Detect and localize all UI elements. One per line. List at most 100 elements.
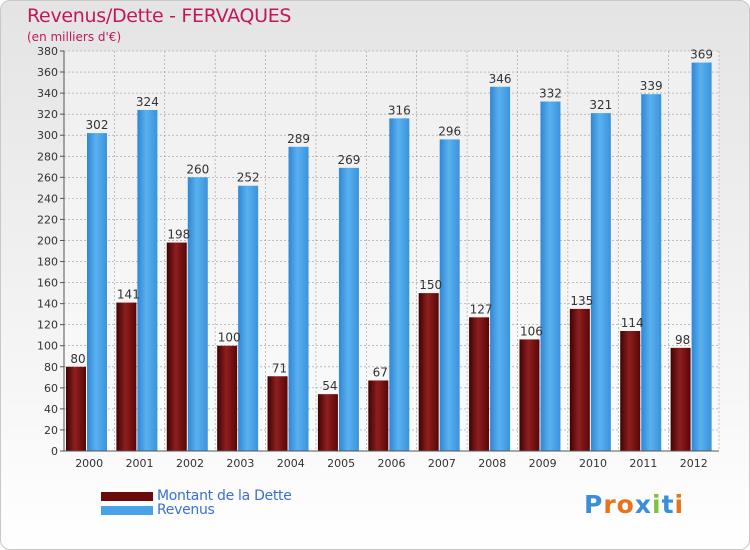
data-label-debt: 54 — [322, 379, 337, 393]
bar-debt — [217, 345, 238, 451]
data-label-revenue: 289 — [287, 132, 310, 146]
data-label-debt: 80 — [70, 352, 85, 366]
bar-revenue — [590, 113, 611, 452]
bar-debt — [166, 242, 187, 451]
y-tick-label: 300 — [37, 129, 58, 142]
logo-letter: i — [674, 490, 685, 519]
bar-debt — [116, 302, 137, 451]
x-tick-label: 2009 — [529, 457, 557, 470]
y-tick-label: 60 — [44, 382, 58, 395]
bar-revenue — [238, 185, 259, 451]
data-label-debt: 67 — [373, 365, 388, 379]
x-tick-label: 2000 — [75, 457, 103, 470]
bar-revenue — [187, 177, 208, 451]
y-tick-label: 200 — [37, 234, 58, 247]
data-label-revenue: 296 — [438, 124, 461, 138]
labels-layer: 80 302 141 324 198 260 100 252 71 289 54 269 67 316 15… — [70, 48, 713, 394]
data-label-revenue: 269 — [337, 153, 360, 167]
data-label-revenue: 260 — [186, 162, 209, 176]
data-label-revenue: 369 — [690, 48, 713, 62]
data-label-revenue: 321 — [589, 98, 612, 112]
x-tick-label: 2011 — [629, 457, 657, 470]
bar-debt — [519, 339, 540, 451]
bar-debt — [368, 380, 389, 451]
y-tick-label: 20 — [44, 424, 58, 437]
x-tick-label: 2010 — [579, 457, 607, 470]
data-label-revenue: 316 — [388, 103, 411, 117]
legend-swatch-debt — [101, 491, 153, 501]
legend-item-debt: Montant de la Dette — [101, 488, 292, 504]
y-tick-label: 380 — [37, 45, 58, 58]
chart-title: Revenus/Dette - FERVAQUES — [27, 5, 292, 27]
bar-debt — [569, 308, 590, 451]
proxiti-logo: Proxiti — [584, 490, 684, 519]
y-tick-label: 80 — [44, 361, 58, 374]
bar-debt — [670, 347, 691, 451]
logo-letter: i — [652, 490, 662, 519]
x-tick-label: 2012 — [680, 457, 708, 470]
logo-letter: P — [584, 490, 604, 519]
bar-debt — [620, 331, 641, 451]
y-tick-label: 180 — [37, 256, 58, 269]
data-label-debt: 150 — [419, 278, 442, 292]
y-tick-label: 360 — [37, 66, 58, 79]
data-label-debt: 135 — [570, 294, 593, 308]
y-tick-label: 340 — [37, 87, 58, 100]
logo-letter: r — [603, 490, 617, 519]
y-tick-label: 260 — [37, 171, 58, 184]
legend-label-debt: Montant de la Dette — [157, 488, 292, 504]
axis-layer: 0 20 40 60 80 100 120 140 160 180 200 220 240 260 280 3… — [37, 45, 719, 470]
y-tick-label: 280 — [37, 150, 58, 163]
bar-debt — [317, 394, 338, 451]
bar-revenue — [87, 133, 107, 451]
x-tick-label: 2008 — [478, 457, 506, 470]
y-tick-label: 0 — [51, 445, 58, 458]
data-label-revenue: 324 — [136, 95, 159, 109]
logo-letter: o — [616, 490, 635, 519]
logo-letter: t — [661, 490, 675, 519]
data-label-revenue: 339 — [640, 79, 663, 93]
bar-revenue — [540, 101, 561, 452]
data-label-revenue: 302 — [86, 118, 109, 132]
data-label-revenue: 346 — [489, 72, 512, 86]
bar-debt — [66, 366, 86, 451]
data-label-debt: 127 — [470, 302, 493, 316]
logo-letter: x — [634, 490, 652, 519]
y-tick-label: 120 — [37, 319, 58, 332]
data-label-debt: 141 — [117, 288, 140, 302]
y-tick-label: 160 — [37, 277, 58, 290]
bar-revenue — [490, 86, 511, 451]
data-label-debt: 114 — [621, 316, 644, 330]
bar-revenue — [691, 62, 712, 451]
y-tick-label: 320 — [37, 108, 58, 121]
x-tick-label: 2002 — [176, 457, 204, 470]
x-tick-label: 2005 — [327, 457, 355, 470]
data-label-debt: 106 — [520, 324, 543, 338]
x-tick-label: 2007 — [428, 457, 456, 470]
legend-item-revenue: Revenus — [101, 502, 215, 518]
x-tick-label: 2004 — [277, 457, 305, 470]
bar-debt — [267, 376, 288, 451]
bars-layer — [66, 62, 712, 452]
y-tick-label: 240 — [37, 192, 58, 205]
legend-swatch-revenue — [101, 505, 153, 515]
bar-revenue — [137, 109, 158, 452]
bar-debt — [418, 293, 439, 451]
y-tick-label: 100 — [37, 340, 58, 353]
y-tick-label: 40 — [44, 403, 58, 416]
data-label-debt: 98 — [675, 333, 690, 347]
chart-subtitle: (en milliers d'€) — [27, 30, 122, 44]
bar-revenue — [389, 118, 410, 452]
bar-revenue — [439, 139, 460, 451]
x-tick-label: 2006 — [378, 457, 406, 470]
data-label-debt: 100 — [218, 331, 241, 345]
bar-debt — [469, 317, 490, 451]
data-label-debt: 198 — [167, 228, 190, 242]
y-tick-label: 220 — [37, 213, 58, 226]
data-label-debt: 71 — [272, 361, 287, 375]
x-tick-label: 2001 — [126, 457, 154, 470]
x-tick-label: 2003 — [226, 457, 254, 470]
legend-label-revenue: Revenus — [157, 502, 215, 518]
